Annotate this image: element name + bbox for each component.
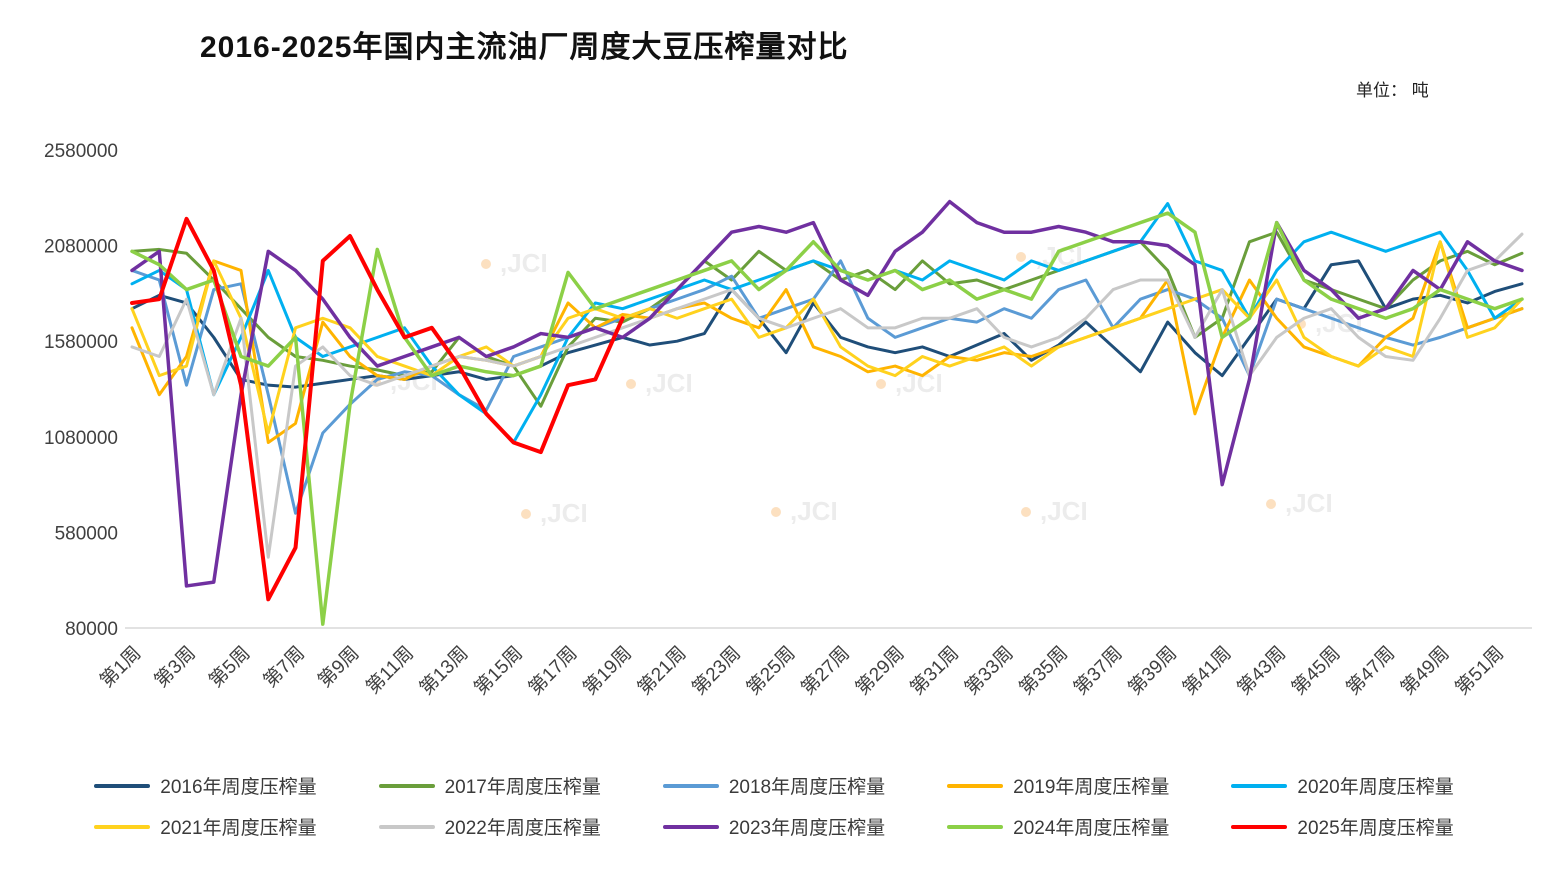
legend-label: 2019年周度压榨量 — [1013, 777, 1170, 798]
legend-item-2023年周度压榨量[interactable]: 2023年周度压榨量 — [662, 813, 886, 840]
svg-text:,JCI: ,JCI — [1040, 496, 1088, 526]
legend-item-2019年周度压榨量[interactable]: 2019年周度压榨量 — [947, 772, 1169, 799]
x-tick-label: 第49周 — [1396, 642, 1453, 699]
series-line-2022年周度压榨量 — [130, 232, 1524, 559]
svg-text:,JCI: ,JCI — [645, 368, 693, 398]
legend-label: 2024年周度压榨量 — [1013, 818, 1170, 839]
jci-watermark: ,JCI — [1266, 488, 1333, 518]
unit-label: 单位： 吨 — [1356, 81, 1429, 100]
series-line-2018年周度压榨量 — [130, 259, 1524, 515]
x-tick-label: 第5周 — [205, 642, 255, 692]
legend-label: 2018年周度压榨量 — [728, 777, 886, 798]
chart-legend: 2016年周度压榨量 2017年周度压榨量 2018年周度压榨量 2019年周度压榨量… — [0, 772, 1548, 840]
x-tick-label: 第1周 — [96, 642, 146, 692]
y-tick-label: 580000 — [55, 523, 118, 544]
x-tick-label: 第29周 — [851, 642, 908, 699]
legend-item-2022年周度压榨量[interactable]: 2022年周度压榨量 — [378, 813, 601, 840]
x-tick-label: 第27周 — [797, 642, 854, 699]
jci-watermark: ,JCI — [1021, 496, 1088, 526]
legend-swatch — [947, 783, 1004, 788]
series-line-2025年周度压榨量 — [130, 216, 625, 602]
x-tick-label: 第47周 — [1342, 642, 1399, 699]
x-tick-label: 第7周 — [259, 642, 309, 692]
x-tick-label: 第23周 — [688, 642, 745, 699]
x-tick-label: 第19周 — [579, 642, 636, 699]
jci-watermark: ,JCI — [521, 498, 588, 528]
x-tick-label: 第43周 — [1233, 642, 1290, 699]
legend-item-2021年周度压榨量[interactable]: 2021年周度压榨量 — [94, 813, 317, 840]
x-tick-label: 第25周 — [742, 642, 799, 699]
y-tick-label: 2580000 — [44, 141, 118, 162]
legend-label: 2017年周度压榨量 — [444, 777, 601, 798]
legend-item-2020年周度压榨量[interactable]: 2020年周度压榨量 — [1231, 772, 1454, 799]
x-tick-label: 第9周 — [314, 642, 364, 692]
legend-swatch — [1231, 824, 1288, 829]
series-line-2021年周度压榨量 — [130, 240, 1524, 435]
x-tick-label: 第21周 — [633, 642, 690, 699]
legend-label: 2025年周度压榨量 — [1297, 818, 1454, 839]
chart-title: 2016-2025年国内主流油厂周度大豆压榨量对比 — [200, 31, 849, 64]
svg-text:,JCI: ,JCI — [540, 498, 588, 528]
y-tick-label: 1580000 — [44, 332, 118, 353]
legend-label: 2021年周度压榨量 — [160, 818, 317, 839]
x-tick-label: 第37周 — [1069, 642, 1126, 699]
legend-item-2024年周度压榨量[interactable]: 2024年周度压榨量 — [947, 813, 1169, 840]
series-line-2024年周度压榨量 — [130, 211, 1524, 626]
svg-text:,JCI: ,JCI — [1285, 488, 1333, 518]
legend-label: 2022年周度压榨量 — [444, 818, 601, 839]
legend-label: 2023年周度压榨量 — [728, 818, 886, 839]
legend-swatch — [662, 824, 719, 829]
series-line-2023年周度压榨量 — [130, 199, 1524, 588]
x-tick-label: 第41周 — [1178, 642, 1235, 699]
legend-item-2016年周度压榨量[interactable]: 2016年周度压榨量 — [94, 772, 317, 799]
x-tick-label: 第17周 — [524, 642, 581, 699]
legend-swatch — [947, 824, 1004, 829]
legend-row: 2016年周度压榨量 2017年周度压榨量 2018年周度压榨量 2019年周度压榨量… — [94, 772, 1454, 799]
x-tick-label: 第11周 — [362, 642, 418, 698]
x-tick-label: 第51周 — [1451, 642, 1508, 699]
legend-label: 2020年周度压榨量 — [1297, 777, 1454, 798]
x-tick-label: 第35周 — [1015, 642, 1072, 699]
legend-item-2025年周度压榨量[interactable]: 2025年周度压榨量 — [1231, 813, 1454, 840]
legend-swatch — [378, 824, 435, 829]
x-tick-label: 第39周 — [1124, 642, 1181, 699]
legend-swatch — [94, 783, 151, 788]
x-tick-label: 第31周 — [906, 642, 963, 699]
legend-swatch — [94, 824, 151, 829]
legend-swatch — [662, 783, 719, 788]
jci-watermark: ,JCI — [771, 496, 838, 526]
chart-plot-area: ,JCI ,JCI ,JCI ,JCI ,JCI ,JCI ,JCI ,JCI ,JCI ,JCI… — [44, 141, 1532, 699]
x-tick-label: 第33周 — [960, 642, 1017, 699]
legend-swatch — [1231, 783, 1288, 788]
legend-label: 2016年周度压榨量 — [160, 777, 317, 798]
legend-item-2018年周度压榨量[interactable]: 2018年周度压榨量 — [662, 772, 886, 799]
series-line-2019年周度压榨量 — [130, 240, 1524, 445]
y-tick-label: 2080000 — [44, 237, 118, 258]
legend-swatch — [378, 783, 435, 788]
x-tick-label: 第13周 — [415, 642, 472, 699]
jci-watermark: ,JCI — [481, 248, 548, 278]
jci-watermark: ,JCI — [626, 368, 693, 398]
legend-item-2017年周度压榨量[interactable]: 2017年周度压榨量 — [378, 772, 601, 799]
y-tick-label: 1080000 — [44, 428, 118, 449]
line-chart-svg: ,JCI,JCI ,JCI ,JCI,JCI,JCI,JCI ,JCI ,JCI ,JCI… — [44, 141, 1532, 699]
x-tick-label: 第15周 — [470, 642, 527, 699]
y-tick-label: 80000 — [65, 619, 118, 640]
legend-row: 2021年周度压榨量 2022年周度压榨量 2023年周度压榨量 2024年周度压榨量… — [94, 813, 1454, 840]
x-tick-label: 第3周 — [150, 642, 200, 692]
x-tick-label: 第45周 — [1287, 642, 1344, 699]
svg-text:,JCI: ,JCI — [500, 248, 548, 278]
svg-text:,JCI: ,JCI — [790, 496, 838, 526]
